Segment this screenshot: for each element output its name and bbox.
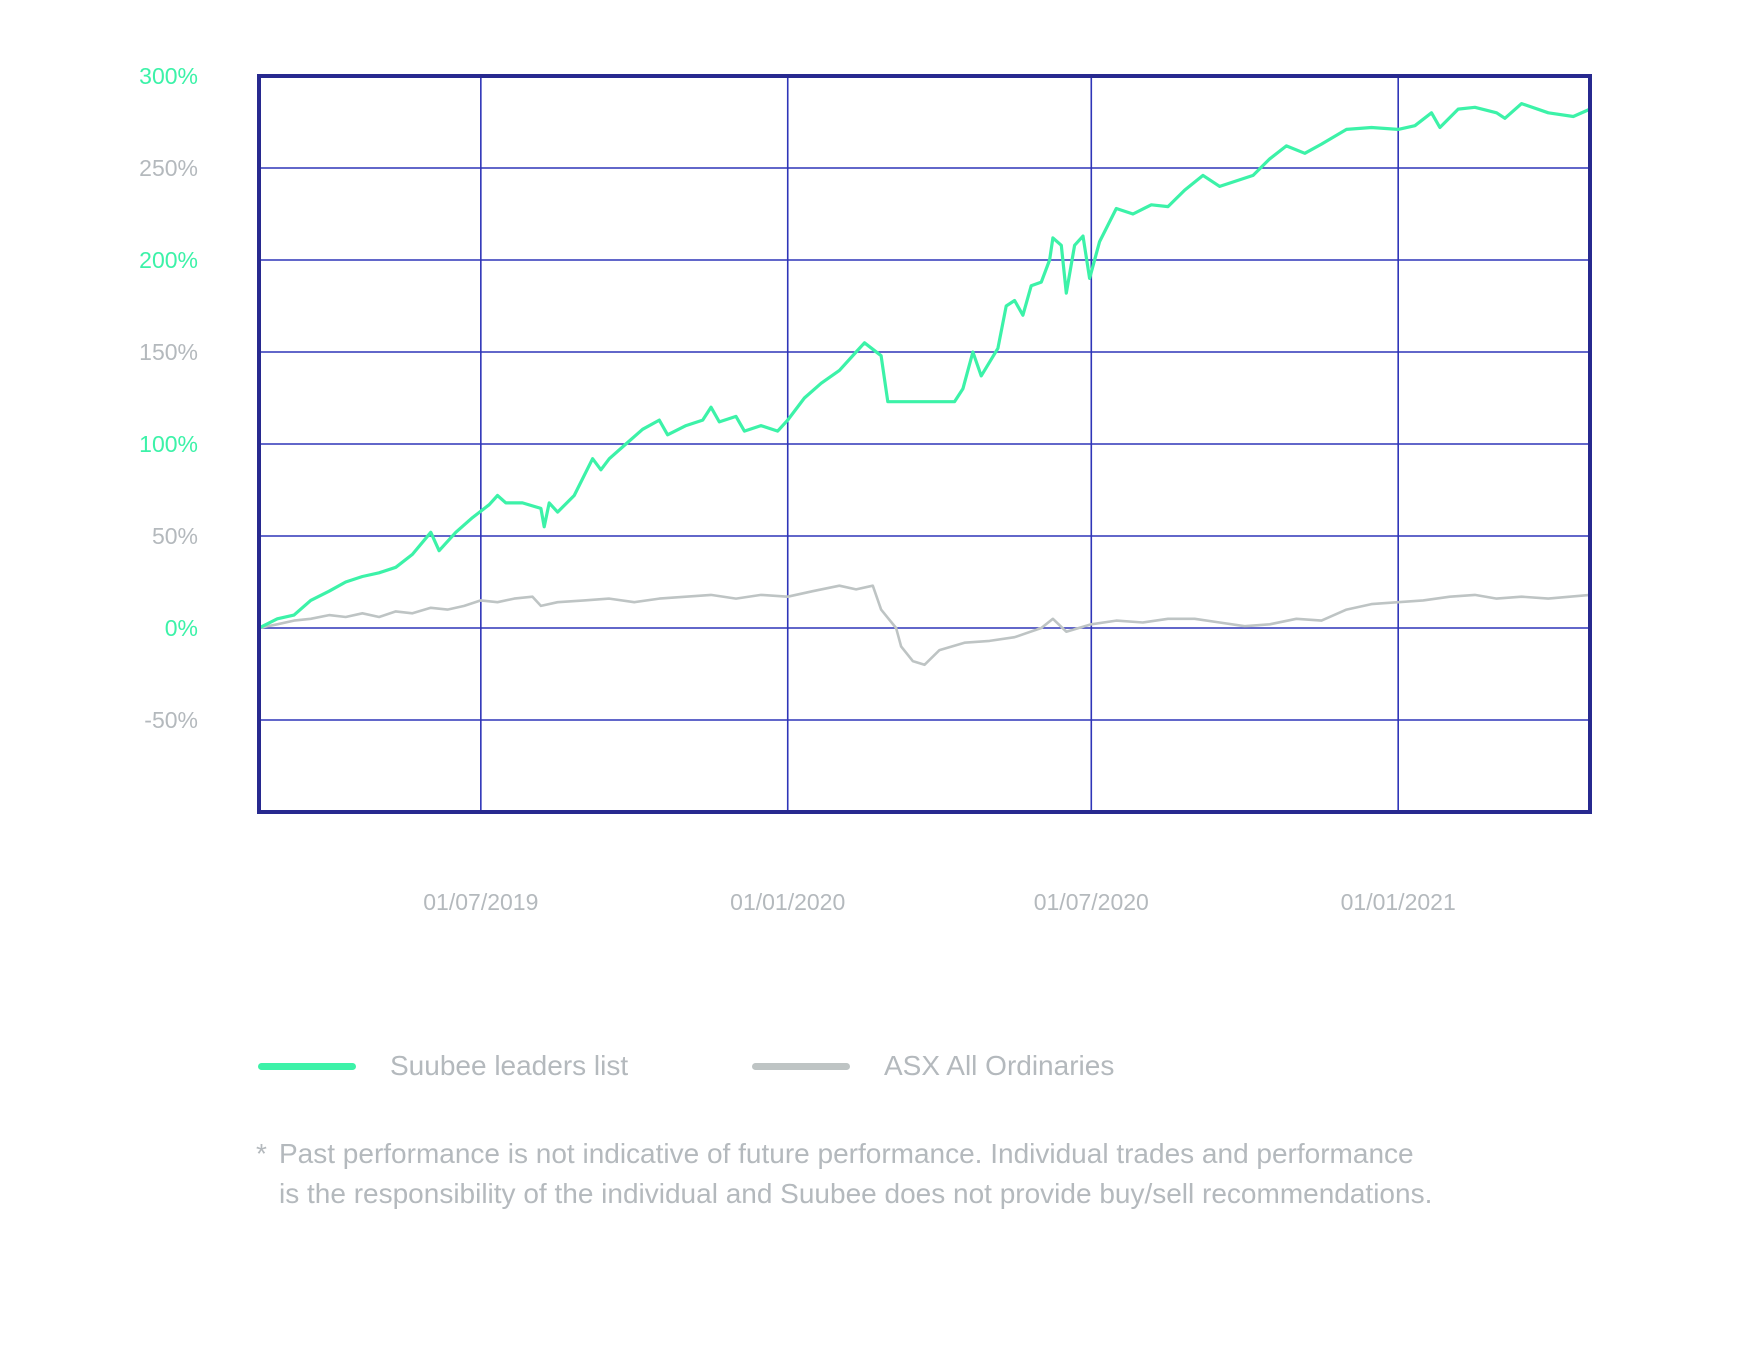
y-tick-label: 150% (139, 339, 198, 365)
y-axis-tick-labels: 300% 250% 200% 150% 100% 50% 0% -50% (139, 63, 198, 733)
legend-asx-swatch (752, 1062, 850, 1070)
legend-leaders-swatch (258, 1062, 356, 1070)
y-tick-label: -50% (144, 707, 198, 733)
y-tick-label: 200% (139, 247, 198, 273)
x-tick-label: 01/01/2021 (1341, 889, 1456, 915)
legend-asx-label: ASX All Ordinaries (884, 1050, 1115, 1081)
disclaimer-line-1: Past performance is not indicative of fu… (279, 1138, 1414, 1169)
x-tick-label: 01/07/2020 (1034, 889, 1149, 915)
y-tick-label: 100% (139, 431, 198, 457)
series-line-asx (257, 584, 1592, 667)
x-tick-label: 01/07/2019 (423, 889, 538, 915)
legend-asx: ASX All Ordinaries (752, 1046, 1114, 1086)
legend-leaders: Suubee leaders list (258, 1046, 628, 1086)
x-tick-label: 01/01/2020 (730, 889, 845, 915)
disclaimer-asterisk: * (256, 1138, 267, 1169)
y-tick-label: 50% (152, 523, 198, 549)
y-tick-label: 0% (165, 615, 198, 641)
x-axis-tick-labels: 01/07/2019 01/01/2020 01/07/2020 01/01/2021 (423, 889, 1455, 915)
y-tick-label: 250% (139, 155, 198, 181)
series-line-leaders (257, 102, 1592, 630)
y-tick-label: 300% (139, 63, 198, 89)
series-lines (257, 102, 1592, 667)
legend-leaders-label: Suubee leaders list (390, 1050, 629, 1081)
grid-lines (259, 75, 1590, 812)
plot-frame (257, 74, 1592, 814)
disclaimer-line-2: is the responsibility of the individual … (279, 1178, 1433, 1209)
